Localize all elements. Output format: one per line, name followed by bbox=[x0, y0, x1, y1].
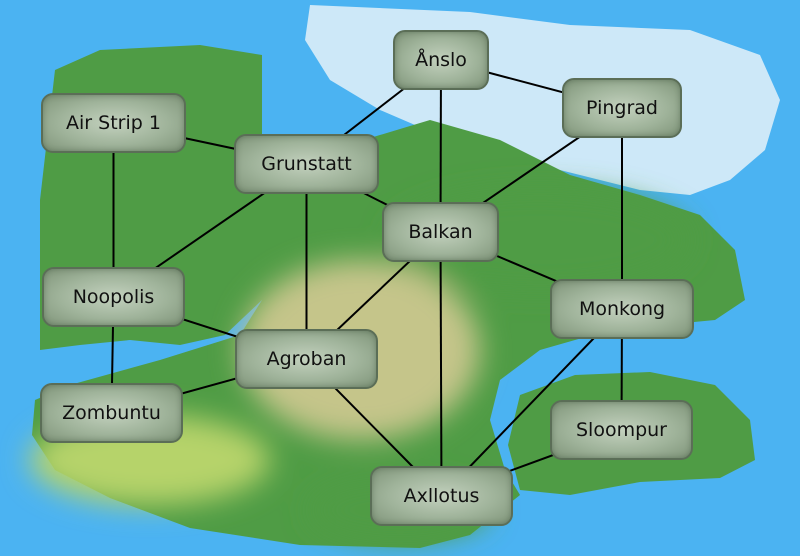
city-node-axllotus: Axllotus bbox=[370, 466, 513, 526]
city-label: Axllotus bbox=[403, 485, 480, 507]
city-label: Monkong bbox=[578, 298, 666, 320]
city-label: Grunstatt bbox=[261, 153, 352, 175]
city-label: Pingrad bbox=[586, 97, 658, 119]
city-node-noopolis: Noopolis bbox=[42, 267, 185, 327]
city-node-monkong: Monkong bbox=[550, 279, 694, 339]
city-node-sloompur: Sloompur bbox=[550, 400, 693, 460]
city-node-balkan: Balkan bbox=[382, 202, 499, 262]
city-node-agroban: Agroban bbox=[235, 329, 378, 389]
city-label: Noopolis bbox=[72, 286, 155, 308]
city-label: Agroban bbox=[266, 348, 347, 370]
city-label: Ånslo bbox=[415, 49, 467, 71]
city-label: Zombuntu bbox=[62, 402, 161, 424]
city-label: Sloompur bbox=[575, 419, 667, 441]
city-label: Air Strip 1 bbox=[66, 112, 161, 134]
city-node-airstrip: Air Strip 1 bbox=[41, 93, 186, 153]
city-node-zombuntu: Zombuntu bbox=[40, 383, 183, 443]
edge-balkan-axllotus bbox=[439, 231, 443, 497]
edge-monkong-axllotus bbox=[440, 308, 623, 497]
city-node-pingrad: Pingrad bbox=[562, 78, 682, 138]
terrain bbox=[30, 5, 780, 548]
city-node-anslo: Ånslo bbox=[393, 30, 489, 90]
city-node-grunstatt: Grunstatt bbox=[234, 134, 379, 194]
city-label: Balkan bbox=[408, 221, 473, 243]
